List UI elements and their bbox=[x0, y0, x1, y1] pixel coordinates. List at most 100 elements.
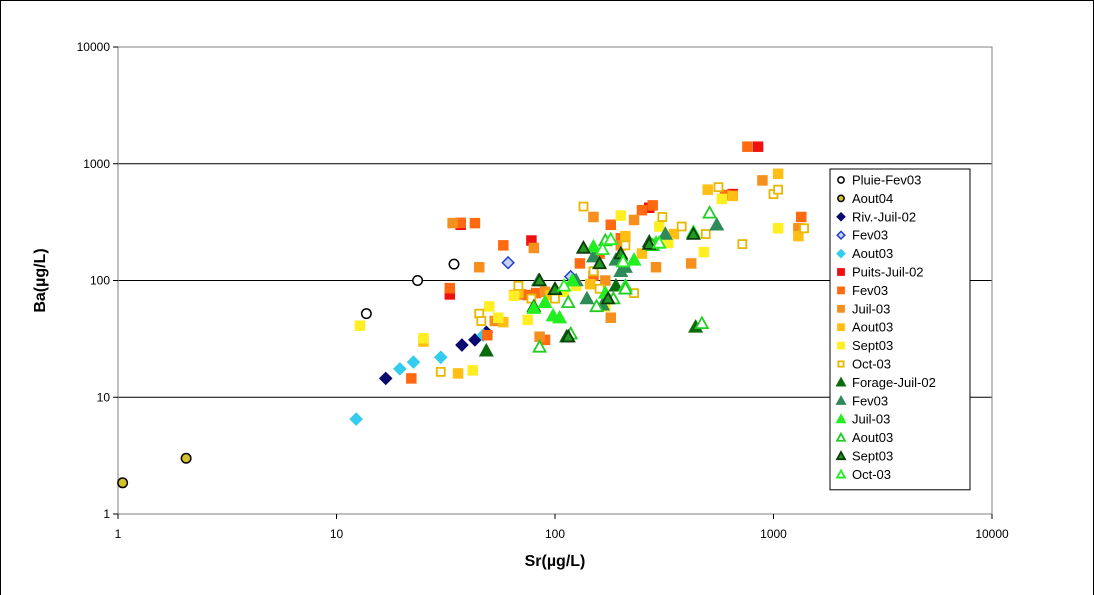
data-point bbox=[469, 217, 481, 229]
data-point bbox=[482, 329, 493, 341]
data-point bbox=[636, 248, 648, 259]
data-point bbox=[360, 308, 372, 320]
data-point bbox=[354, 320, 366, 331]
data-point bbox=[617, 280, 633, 295]
legend-item: Riv.-Juil-02 bbox=[836, 209, 916, 224]
legend-marker bbox=[835, 413, 847, 424]
legend-label: Fev03 bbox=[852, 228, 888, 243]
data-point bbox=[564, 272, 580, 287]
legend-marker bbox=[837, 360, 845, 368]
legend-item: Sept03 bbox=[837, 338, 893, 353]
data-point bbox=[685, 258, 697, 269]
legend-label: Aout03 bbox=[852, 246, 893, 261]
data-point bbox=[772, 168, 784, 180]
data-point bbox=[585, 238, 602, 253]
data-point bbox=[579, 290, 595, 305]
legend-marker bbox=[837, 323, 845, 332]
series-7 bbox=[447, 175, 804, 342]
data-point bbox=[448, 258, 460, 270]
data-point bbox=[647, 200, 658, 211]
data-point bbox=[608, 277, 624, 292]
data-point bbox=[737, 239, 748, 250]
legend-label: Pluie-Fev03 bbox=[852, 173, 921, 188]
legend-marker bbox=[835, 450, 847, 461]
x-tick-label: 10000 bbox=[975, 527, 1009, 541]
data-point bbox=[574, 258, 586, 269]
data-point bbox=[626, 252, 642, 266]
legend-marker bbox=[837, 194, 845, 203]
data-point bbox=[378, 371, 393, 386]
series-16 bbox=[556, 231, 667, 292]
legend-item: Puits-Juil-02 bbox=[837, 265, 924, 280]
data-point bbox=[757, 175, 768, 186]
legend-item: Aout04 bbox=[837, 191, 893, 206]
data-point bbox=[793, 230, 804, 242]
data-point bbox=[552, 309, 568, 324]
legend-item: Juil-03 bbox=[837, 301, 890, 316]
data-point bbox=[476, 316, 487, 326]
data-point bbox=[796, 211, 807, 223]
legend-label: Aout04 bbox=[852, 191, 893, 206]
data-points bbox=[117, 141, 809, 489]
legend-label: Forage-Juil-02 bbox=[852, 375, 936, 390]
data-point bbox=[578, 201, 589, 212]
data-point bbox=[550, 293, 560, 304]
data-point bbox=[742, 141, 753, 152]
data-point bbox=[412, 275, 424, 286]
data-point bbox=[526, 293, 537, 304]
series-9 bbox=[354, 193, 784, 376]
data-point bbox=[473, 261, 485, 273]
series-14 bbox=[532, 204, 718, 353]
data-point bbox=[435, 366, 446, 377]
x-axis-title: Sr(µg/L) bbox=[525, 553, 586, 570]
legend-item: Forage-Juil-02 bbox=[835, 375, 936, 390]
legend-label: Puits-Juil-02 bbox=[852, 265, 924, 280]
legend-marker bbox=[837, 304, 845, 313]
data-point bbox=[654, 221, 665, 232]
legend-label: Fev03 bbox=[852, 393, 888, 408]
data-point bbox=[513, 280, 524, 291]
legend-item: Oct-03 bbox=[837, 357, 891, 372]
data-point bbox=[447, 217, 458, 229]
legend-label: Aout03 bbox=[852, 430, 893, 445]
legend-item: Fev03 bbox=[836, 228, 888, 243]
series-8 bbox=[418, 168, 804, 379]
legend-marker bbox=[836, 248, 846, 259]
legend-label: Aout03 bbox=[852, 320, 893, 335]
data-point bbox=[657, 226, 673, 240]
data-point bbox=[560, 294, 576, 309]
data-point bbox=[483, 301, 495, 312]
legend-item: Oct-03 bbox=[835, 467, 891, 482]
legend-marker bbox=[837, 176, 845, 184]
data-point bbox=[651, 235, 667, 249]
data-point bbox=[537, 294, 553, 309]
data-point bbox=[406, 355, 421, 369]
legend-label: Juil-03 bbox=[852, 301, 890, 316]
legend-marker bbox=[835, 468, 847, 479]
data-point bbox=[700, 229, 711, 239]
data-point bbox=[478, 342, 494, 357]
data-point bbox=[467, 365, 478, 376]
legend-item: Pluie-Fev03 bbox=[837, 173, 921, 188]
data-point bbox=[650, 261, 662, 273]
legend-marker bbox=[837, 286, 845, 295]
series-10 bbox=[435, 182, 809, 377]
data-point bbox=[603, 231, 619, 246]
data-point bbox=[605, 219, 617, 231]
data-point bbox=[605, 312, 617, 323]
data-point bbox=[493, 312, 504, 323]
data-point bbox=[615, 210, 627, 221]
data-point bbox=[560, 328, 576, 343]
data-point bbox=[393, 362, 407, 376]
data-point bbox=[585, 278, 596, 290]
legend-item: Fev03 bbox=[835, 393, 888, 408]
data-point bbox=[772, 223, 784, 234]
data-point bbox=[773, 184, 784, 195]
legend-marker bbox=[835, 376, 847, 387]
legend-item: Sept03 bbox=[835, 449, 893, 464]
legend-item: Juil-03 bbox=[835, 412, 890, 427]
y-tick-label: 10 bbox=[97, 390, 111, 404]
data-point bbox=[702, 184, 713, 195]
axis-ticks: 1 10 100 1000 10000 1 10 100 1000 10000 bbox=[77, 40, 1009, 541]
x-tick-label: 10 bbox=[330, 527, 344, 541]
